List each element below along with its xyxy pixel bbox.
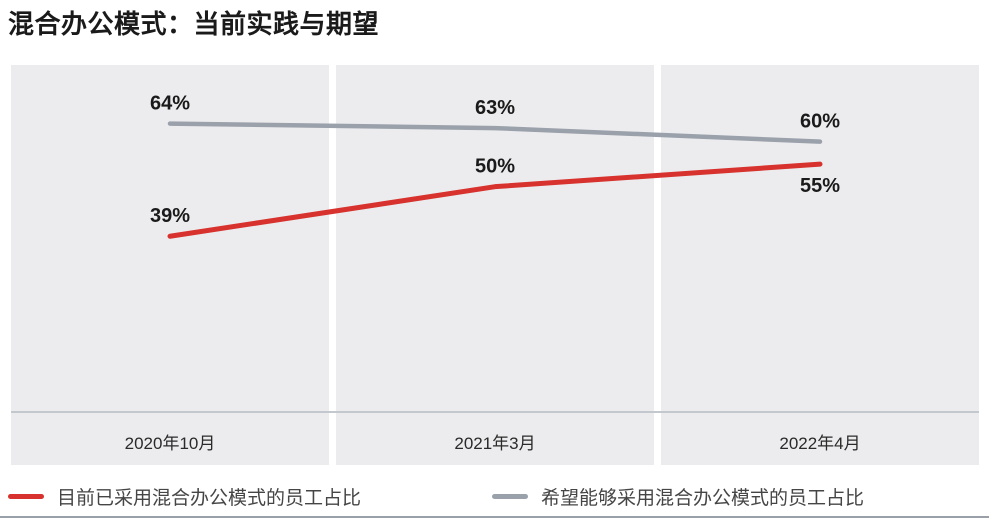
series-line-0 [167,161,823,239]
x-axis-label: 2020年10月 [124,434,216,453]
legend-swatch-gray-line [492,494,528,499]
bottom-divider [0,516,989,518]
legend-swatch-red-line [8,494,44,499]
x-axis-label: 2021年3月 [454,434,536,453]
value-label: 55% [800,175,840,197]
value-label: 60% [800,111,840,133]
chart-panel [661,65,979,465]
value-label: 39% [150,205,190,227]
legend-item-desired: 希望能够采用混合办公模式的员工占比 [492,483,864,510]
value-label: 63% [475,97,515,119]
line-chart: 2020年10月 2021年3月 2022年4月 39% 50% 55% 64% 63% 60% [11,65,979,465]
chart-title: 混合办公模式：当前实践与期望 [8,9,380,39]
chart-legend: 目前已采用混合办公模式的员工占比 希望能够采用混合办公模式的员工占比 [0,483,989,509]
legend-label-current: 目前已采用混合办公模式的员工占比 [57,488,362,509]
legend-item-current: 目前已采用混合办公模式的员工占比 [8,483,361,510]
series-line-1 [167,121,823,144]
value-label: 50% [475,156,515,178]
x-axis-line [11,410,979,413]
chart-panel [11,65,329,465]
plot-lines-svg: 39% 50% 55% 64% 63% 60% [150,93,840,239]
x-axis-label: 2022年4月 [779,434,861,453]
legend-label-desired: 希望能够采用混合办公模式的员工占比 [541,488,865,509]
value-label: 64% [150,93,190,115]
